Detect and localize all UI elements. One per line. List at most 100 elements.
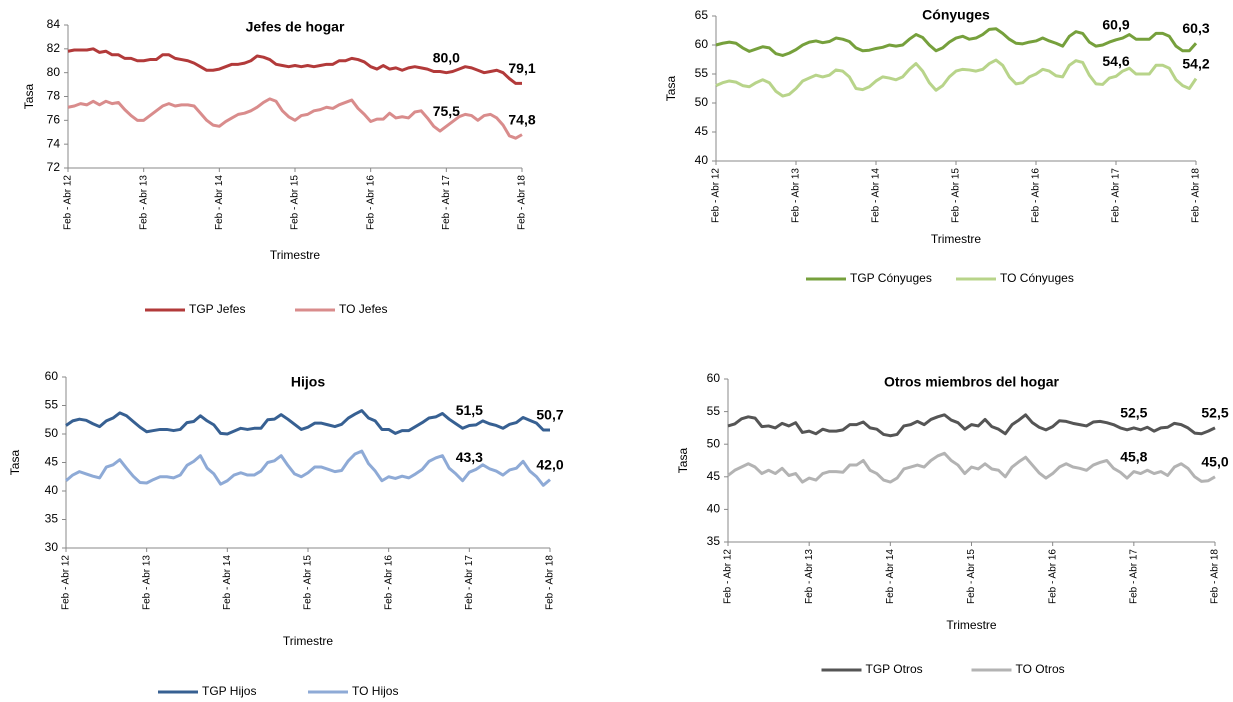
- data-label: 42,0: [536, 456, 563, 472]
- x-tick-label: Feb - Abr 14: [871, 168, 882, 223]
- x-tick-label: Feb - Abr 16: [1047, 549, 1058, 604]
- x-tick-label: Feb - Abr 17: [441, 175, 452, 230]
- y-tick-label: 60: [707, 371, 721, 385]
- series-line: [67, 47, 522, 85]
- data-label: 50,7: [536, 407, 563, 423]
- x-tick-label: Feb - Abr 15: [951, 168, 962, 223]
- x-tick-label: Feb - Abr 15: [290, 175, 301, 230]
- y-tick-label: 74: [47, 136, 61, 150]
- x-tick-label: Feb - Abr 17: [464, 555, 475, 610]
- y-tick-label: 35: [45, 512, 59, 526]
- legend-label: TO Jefes: [339, 302, 387, 316]
- x-tick-label: Feb - Abr 12: [61, 555, 72, 610]
- x-tick-label: Feb - Abr 18: [1191, 168, 1202, 223]
- x-tick-label: Feb - Abr 17: [1128, 549, 1139, 604]
- chart-title: Jefes de hogar: [246, 19, 345, 35]
- y-tick-label: 40: [707, 502, 721, 516]
- series-line: [727, 451, 1216, 484]
- y-tick-label: 60: [695, 37, 709, 51]
- chart-title: Hijos: [291, 374, 325, 390]
- y-tick-label: 45: [45, 455, 59, 469]
- y-tick-label: 55: [45, 398, 59, 412]
- x-tick-label: Feb - Abr 18: [517, 175, 528, 230]
- y-tick-label: 50: [707, 436, 721, 450]
- y-tick-label: 84: [47, 17, 61, 31]
- y-tick-label: 50: [45, 426, 59, 440]
- series-line: [67, 97, 523, 140]
- series-line: [65, 449, 551, 487]
- y-tick-label: 35: [707, 534, 721, 548]
- x-tick-label: Feb - Abr 12: [723, 549, 734, 604]
- series-line: [715, 58, 1198, 98]
- x-tick-label: Feb - Abr 18: [545, 555, 556, 610]
- y-tick-label: 55: [707, 404, 721, 418]
- y-tick-label: 45: [695, 124, 709, 138]
- y-tick-label: 40: [695, 153, 709, 167]
- x-axis-label: Trimestre: [283, 634, 334, 648]
- legend-label: TGP Jefes: [189, 302, 245, 316]
- x-tick-label: Feb - Abr 17: [1111, 168, 1122, 223]
- x-tick-label: Feb - Abr 16: [383, 555, 394, 610]
- x-tick-label: Feb - Abr 16: [1031, 168, 1042, 223]
- x-tick-label: Feb - Abr 13: [138, 175, 149, 230]
- y-tick-label: 65: [695, 8, 709, 22]
- y-tick-label: 45: [707, 469, 721, 483]
- y-tick-label: 30: [45, 540, 59, 554]
- data-label: 52,5: [1201, 405, 1228, 421]
- y-tick-label: 78: [47, 89, 61, 103]
- x-tick-label: Feb - Abr 12: [711, 168, 722, 223]
- y-axis-label: Tasa: [664, 76, 678, 102]
- x-tick-label: Feb - Abr 13: [141, 555, 152, 610]
- series-line: [715, 27, 1198, 57]
- data-label: 75,5: [433, 103, 460, 119]
- data-label: 45,0: [1201, 454, 1228, 470]
- chart-title: Otros miembros del hogar: [884, 374, 1060, 390]
- series-line: [65, 409, 550, 436]
- y-tick-label: 40: [45, 483, 59, 497]
- x-axis-label: Trimestre: [946, 618, 997, 632]
- legend-label: TGP Otros: [866, 662, 923, 676]
- data-label: 45,8: [1120, 448, 1147, 464]
- data-label: 80,0: [433, 49, 460, 65]
- data-label: 54,2: [1182, 55, 1209, 71]
- legend-label: TGP Hijos: [202, 684, 256, 698]
- legend-label: TO Otros: [1016, 662, 1065, 676]
- y-tick-label: 55: [695, 66, 709, 80]
- x-tick-label: Feb - Abr 14: [885, 549, 896, 604]
- x-tick-label: Feb - Abr 12: [63, 175, 74, 230]
- y-axis-label: Tasa: [8, 450, 22, 476]
- series-line: [727, 413, 1216, 438]
- data-label: 60,9: [1102, 16, 1129, 32]
- chart-title: Cónyuges: [922, 7, 990, 23]
- y-axis-label: Tasa: [22, 84, 36, 110]
- data-label: 43,3: [456, 449, 483, 465]
- x-tick-label: Feb - Abr 15: [966, 549, 977, 604]
- x-axis-label: Trimestre: [270, 248, 321, 262]
- x-tick-label: Feb - Abr 13: [791, 168, 802, 223]
- data-label: 52,5: [1120, 405, 1147, 421]
- x-tick-label: Feb - Abr 18: [1210, 549, 1221, 604]
- data-label: 79,1: [508, 60, 535, 76]
- data-label: 60,3: [1182, 20, 1209, 36]
- y-tick-label: 72: [47, 160, 61, 174]
- legend-label: TO Hijos: [352, 684, 398, 698]
- x-tick-label: Feb - Abr 14: [222, 555, 233, 610]
- x-tick-label: Feb - Abr 16: [365, 175, 376, 230]
- y-axis-label: Tasa: [676, 448, 690, 474]
- legend-label: TO Cónyuges: [1000, 271, 1074, 285]
- data-label: 54,6: [1102, 53, 1129, 69]
- x-tick-label: Feb - Abr 14: [214, 175, 225, 230]
- y-tick-label: 60: [45, 369, 59, 383]
- y-tick-label: 76: [47, 113, 61, 127]
- legend-label: TGP Cónyuges: [850, 271, 932, 285]
- x-axis-label: Trimestre: [931, 232, 982, 246]
- data-label: 51,5: [456, 402, 483, 418]
- x-tick-label: Feb - Abr 15: [303, 555, 314, 610]
- y-tick-label: 50: [695, 95, 709, 109]
- data-label: 74,8: [508, 111, 535, 127]
- y-tick-label: 80: [47, 65, 61, 79]
- y-tick-label: 82: [47, 41, 61, 55]
- x-tick-label: Feb - Abr 13: [804, 549, 815, 604]
